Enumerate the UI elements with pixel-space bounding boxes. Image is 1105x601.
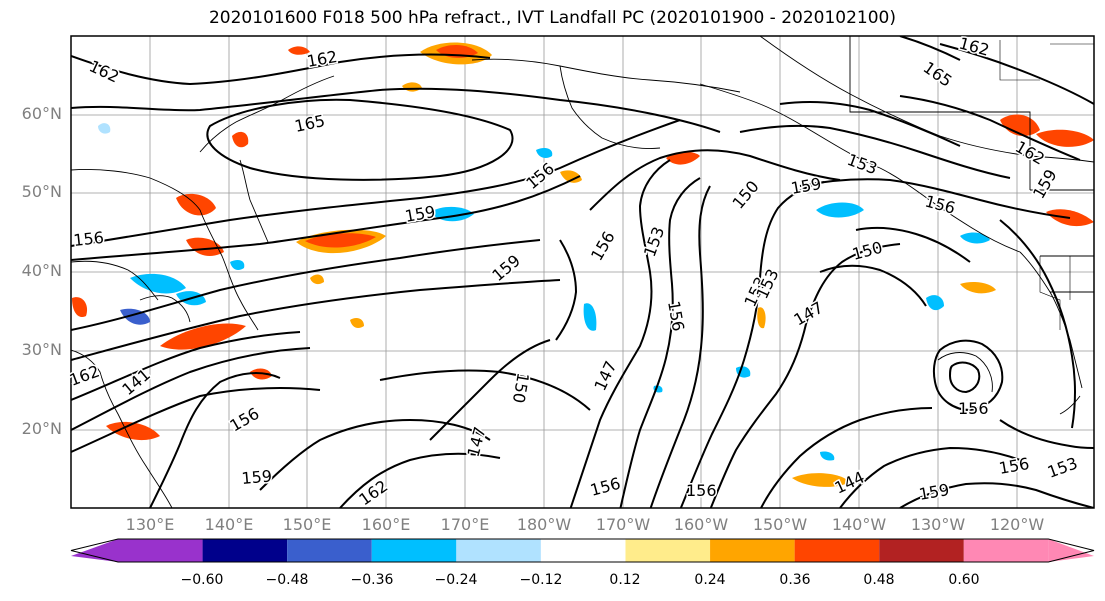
colorbar-tick-label: −0.60 (180, 572, 224, 588)
colorbar-tick-label: 0.60 (948, 572, 980, 588)
contour-label: 156 (686, 481, 717, 500)
colorbar-bin-10 (879, 539, 964, 562)
colorbar-outline (70, 538, 1095, 563)
colorbar-bin-1 (118, 539, 203, 562)
contour-label: 156 (958, 399, 989, 418)
lon-label-150e: 150°E (282, 515, 332, 534)
lon-label-160e: 160°E (361, 515, 411, 534)
lon-label-130e: 130°E (125, 515, 175, 534)
contour-label: 156 (72, 228, 104, 250)
colorbar-tick-label: −0.12 (519, 572, 563, 588)
graticule (71, 36, 1094, 508)
lat-label-20n: 20°N (21, 419, 62, 438)
lon-label-180w: 180°W (516, 515, 572, 534)
lat-label-30n: 30°N (21, 340, 62, 359)
colorbar-bin-5 (456, 539, 541, 562)
contour-lines (71, 36, 1094, 508)
contour-label: 159 (241, 466, 273, 488)
lon-label-140e: 140°E (204, 515, 254, 534)
map-title: 2020101600 F018 500 hPa refract., IVT La… (208, 8, 896, 28)
colorbar-tick-label: 0.36 (779, 572, 811, 588)
colorbar-tick-label: 0.48 (863, 572, 895, 588)
lat-label-50n: 50°N (21, 182, 62, 201)
political-boundaries (999, 40, 1094, 330)
lat-label-60n: 60°N (21, 104, 62, 123)
colorbar-bin-6 (540, 539, 626, 562)
colorbar-bin-3 (287, 539, 372, 562)
lon-label-170w: 170°W (595, 515, 651, 534)
colorbar-tick-label: 0.12 (609, 572, 641, 588)
colorbar-tick-label: −0.24 (434, 572, 478, 588)
colorbar-tick-label: −0.48 (265, 572, 309, 588)
lon-label-170e: 170°E (440, 515, 490, 534)
lon-label-120w: 120°W (989, 515, 1045, 534)
colorbar-bin-9 (794, 539, 880, 562)
colorbar-bin-11 (963, 539, 1049, 562)
lon-label-130w: 130°W (910, 515, 966, 534)
lon-label-160w: 160°W (673, 515, 729, 534)
colorbar-bin-4 (371, 539, 457, 562)
lon-label-150w: 150°W (752, 515, 808, 534)
colorbar-bin-8 (710, 539, 795, 562)
lon-label-140w: 140°W (831, 515, 887, 534)
colorbar-high-extension (1048, 539, 1094, 562)
colorbar-bin-7 (625, 539, 711, 562)
colorbar (70, 538, 1095, 563)
contour-label: 150 (850, 238, 884, 264)
colorbar-low-extension (71, 539, 118, 562)
colorbar-tick-label: 0.24 (694, 572, 726, 588)
colorbar-bin-2 (202, 539, 288, 562)
colorbar-tick-label: −0.36 (350, 572, 394, 588)
lat-label-40n: 40°N (21, 261, 62, 280)
map-frame (70, 35, 1095, 509)
